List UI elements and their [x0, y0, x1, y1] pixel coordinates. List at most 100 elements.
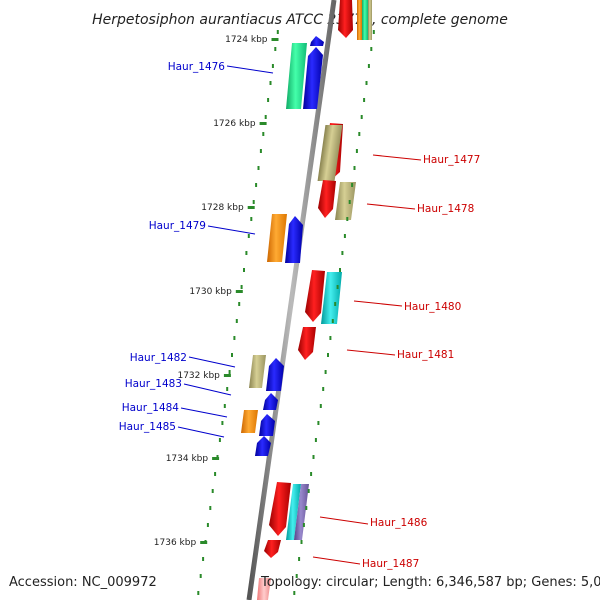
gene-label-haur-1487[interactable]: Haur_1487	[362, 558, 419, 570]
track-dot-outer-right	[355, 149, 358, 153]
track-dot-outer-right	[351, 183, 354, 187]
gene-label-haur-1484[interactable]: Haur_1484	[122, 402, 180, 414]
track-dot-inner-left	[264, 115, 267, 119]
gene-label-haur-1478[interactable]: Haur_1478	[417, 203, 474, 215]
track-dot-outer-right	[302, 523, 305, 527]
gene-haur-1484-cog	[241, 410, 258, 433]
tick-label: 1732 kbp	[177, 371, 220, 381]
track-dot-outer-right	[358, 132, 361, 136]
track-dot-outer-right	[363, 98, 366, 102]
track-dot-outer-right	[322, 387, 325, 391]
track-dot-outer-right	[360, 115, 363, 119]
gene-feature-top-orange	[357, 0, 362, 40]
tick-mark	[271, 38, 279, 41]
track-dot-inner-left	[250, 217, 253, 221]
track-dot-inner-left	[214, 472, 217, 476]
track-dot-inner-left	[218, 438, 221, 442]
track-dot-outer-right	[367, 64, 370, 68]
gene-label-haur-1483[interactable]: Haur_1483	[125, 378, 182, 390]
tick-mark	[212, 457, 220, 460]
track-dot-outer-right	[353, 166, 356, 170]
gene-label-haur-1476[interactable]: Haur_1476	[168, 61, 226, 73]
gene-leader-line	[319, 516, 369, 525]
gene-haur-1476-small	[310, 36, 324, 46]
gene-haur-1485-arrow	[255, 436, 271, 456]
track-dot-outer-right	[317, 421, 320, 425]
gene-haur-1477-cog	[317, 125, 343, 181]
gene-haur-1478-arrow	[318, 180, 336, 218]
tick-label: 1726 kbp	[213, 119, 256, 129]
gene-haur-1486-cog-cyan	[286, 484, 301, 540]
track-dot-inner-left	[197, 591, 200, 595]
gene-haur-1479-arrow	[285, 216, 303, 263]
gene-label-haur-1477[interactable]: Haur_1477	[423, 154, 480, 166]
tick-mark	[200, 541, 208, 544]
gene-leader-line	[353, 300, 403, 307]
track-dot-outer-right	[305, 506, 308, 510]
track-dot-outer-right	[370, 47, 373, 51]
track-dot-outer-right	[331, 319, 334, 323]
track-dot-outer-right	[324, 370, 327, 374]
track-dot-inner-left	[247, 234, 250, 238]
track-dot-inner-left	[276, 30, 279, 34]
track-dot-inner-left	[223, 404, 226, 408]
accession-text: Accession: NC_009972	[9, 575, 157, 590]
tick-label: 1730 kbp	[189, 287, 232, 297]
gene-label-haur-1485[interactable]: Haur_1485	[119, 421, 176, 433]
track-dot-outer-right	[319, 404, 322, 408]
track-dot-outer-right	[334, 302, 337, 306]
track-dot-inner-left	[226, 387, 229, 391]
track-dot-inner-left	[243, 268, 245, 272]
gene-haur-1483-arrow	[263, 393, 278, 410]
track-dot-inner-left	[274, 47, 277, 51]
gene-feature-top-forward	[338, 0, 353, 38]
gene-leader-line	[372, 154, 422, 161]
track-dot-inner-left	[259, 149, 262, 153]
track-dot-outer-right	[312, 455, 315, 459]
gene-leader-line	[312, 556, 361, 565]
track-dots	[197, 30, 375, 595]
scale-ticks: 1724 kbp 1726 kbp 1728 kbp 1730 kbp 1732 kbp…	[154, 35, 279, 548]
reverse-strand-features	[241, 36, 324, 456]
track-dot-inner-left	[238, 302, 241, 306]
gene-haur-1481-arrow	[298, 327, 316, 360]
gene-haur-1486-cog-purple	[294, 484, 309, 540]
gene-feature-bottom-forward	[257, 578, 271, 600]
track-dot-inner-left	[228, 370, 231, 374]
topology-text: Topology: circular; Length: 6,346,587 bp…	[260, 575, 600, 590]
track-dot-inner-left	[269, 81, 272, 85]
map-title: Herpetosiphon aurantiacus ATCC 23779, co…	[92, 12, 508, 28]
gene-label-haur-1480[interactable]: Haur_1480	[404, 301, 461, 313]
gene-leader-line	[183, 383, 232, 396]
track-dot-outer-right	[295, 574, 298, 578]
tick-mark	[223, 374, 231, 377]
gene-label-haur-1486[interactable]: Haur_1486	[370, 517, 428, 529]
track-dot-outer-right	[298, 557, 301, 561]
track-dot-outer-right	[314, 438, 317, 442]
gene-haur-1482-arrow	[266, 358, 284, 391]
gene-leader-line	[226, 65, 274, 74]
tick-label: 1736 kbp	[154, 538, 197, 548]
gene-haur-1487-arrow	[264, 540, 281, 558]
gene-label-haur-1481[interactable]: Haur_1481	[397, 349, 454, 361]
track-dot-inner-left	[257, 166, 260, 170]
tick-mark	[259, 122, 267, 125]
track-dot-inner-left	[267, 98, 270, 102]
gene-leader-line	[180, 407, 228, 418]
gene-haur-1480-arrow	[305, 270, 325, 322]
track-dot-outer-right	[293, 591, 296, 595]
gene-label-haur-1479[interactable]: Haur_1479	[149, 220, 206, 232]
track-dot-outer-right	[329, 336, 332, 340]
gene-haur-1479-cog	[267, 214, 287, 262]
gene-haur-1478-cog	[335, 182, 356, 220]
tick-label: 1724 kbp	[225, 35, 268, 45]
track-dot-outer-right	[346, 217, 349, 221]
track-dot-outer-right	[365, 81, 368, 85]
gene-leader-line	[177, 426, 225, 438]
track-dot-outer-right	[327, 353, 329, 357]
gene-label-haur-1482[interactable]: Haur_1482	[130, 352, 187, 364]
track-dot-inner-left	[245, 251, 248, 255]
track-dot-inner-left	[235, 319, 238, 323]
